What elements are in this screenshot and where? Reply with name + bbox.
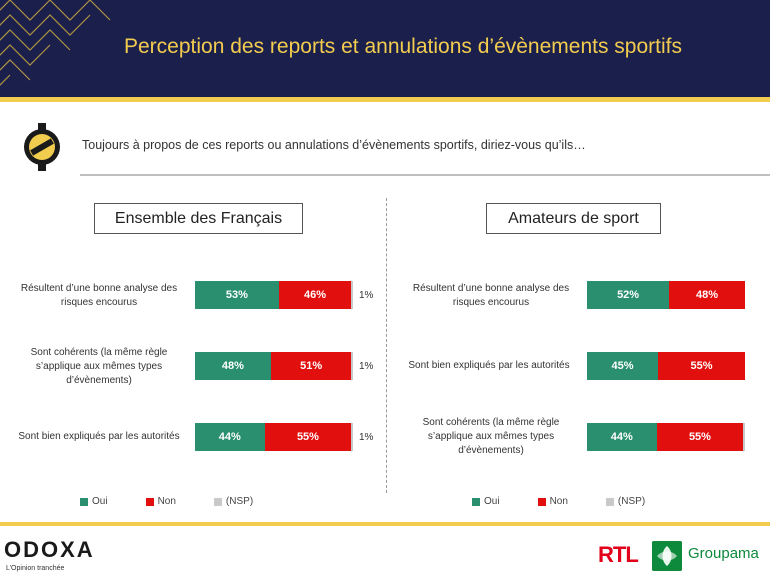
bar-segment-oui: 52% bbox=[587, 281, 670, 309]
header-accent-stripe bbox=[0, 97, 770, 102]
legend-swatch bbox=[537, 497, 546, 506]
legend-swatch bbox=[472, 497, 480, 506]
bar-segment-nsp bbox=[351, 281, 353, 309]
legend-label: (NSP) bbox=[617, 496, 646, 507]
panel-title-ensemble: Ensemble des Français bbox=[94, 203, 303, 234]
bar-segment-non: 51% bbox=[270, 352, 352, 380]
groupama-logo-icon bbox=[652, 541, 682, 571]
legend-item-non: Non bbox=[537, 496, 568, 507]
bar-segment-non: 55% bbox=[264, 423, 352, 451]
legend-label: Oui bbox=[484, 496, 500, 507]
legend-item-nsp: (NSP) bbox=[213, 496, 254, 507]
panel-divider bbox=[386, 198, 387, 493]
row-label: Sont cohérents (la même règle s’applique… bbox=[422, 417, 560, 456]
bar-segment-non: 48% bbox=[669, 281, 745, 309]
header-banner: Perception des reports et annulations d’… bbox=[0, 0, 770, 97]
legend-swatch bbox=[80, 497, 88, 506]
footer-accent-stripe bbox=[0, 522, 770, 526]
legend-swatch bbox=[145, 497, 154, 506]
row-label: Résultent d’une bonne analyse des risque… bbox=[412, 283, 570, 308]
bar-segment-oui: 48% bbox=[195, 352, 271, 380]
row-label: Sont bien expliqués par les autorités bbox=[18, 431, 180, 442]
legend-swatch bbox=[605, 497, 614, 506]
question-divider bbox=[80, 174, 770, 176]
bar-segment-nsp bbox=[743, 423, 745, 451]
bar-segment-oui: 44% bbox=[195, 423, 265, 451]
odoxa-tagline: L’Opinion tranchée bbox=[6, 565, 65, 572]
legend-amateurs: Oui Non (NSP) bbox=[472, 496, 683, 507]
legend-item-non: Non bbox=[145, 496, 176, 507]
bar-segment-nsp bbox=[351, 352, 353, 380]
legend-label: Non bbox=[157, 496, 176, 507]
stacked-bar: 44% 55% bbox=[195, 423, 353, 451]
question-text: Toujours à propos de ces reports ou annu… bbox=[82, 138, 586, 152]
silhouette-icon bbox=[24, 123, 60, 171]
odoxa-logo: ODOXA bbox=[4, 537, 95, 562]
nsp-label: 1% bbox=[359, 361, 374, 372]
bar-segment-non: 46% bbox=[278, 281, 352, 309]
row-label: Sont bien expliqués par les autorités bbox=[408, 360, 570, 371]
nsp-label: 1% bbox=[359, 432, 374, 443]
nsp-label: 1% bbox=[359, 290, 374, 301]
stacked-bar: 48% 51% bbox=[195, 352, 353, 380]
bar-segment-oui: 45% bbox=[587, 352, 659, 380]
legend-item-oui: Oui bbox=[472, 496, 500, 507]
stacked-bar: 44% 55% bbox=[587, 423, 745, 451]
legend-ensemble: Oui Non (NSP) bbox=[80, 496, 291, 507]
stacked-bar: 53% 46% bbox=[195, 281, 353, 309]
chevron-pattern-icon bbox=[0, 0, 111, 86]
row-label: Résultent d’une bonne analyse des risque… bbox=[20, 283, 178, 308]
legend-label: Oui bbox=[92, 496, 108, 507]
row-label: Sont cohérents (la même règle s’applique… bbox=[30, 347, 168, 386]
stacked-bar: 45% 55% bbox=[587, 352, 745, 380]
bar-segment-nsp bbox=[351, 423, 353, 451]
legend-label: Non bbox=[549, 496, 568, 507]
bar-segment-non: 55% bbox=[656, 423, 744, 451]
bar-segment-oui: 44% bbox=[587, 423, 657, 451]
page-title: Perception des reports et annulations d’… bbox=[124, 35, 682, 58]
stacked-bar: 52% 48% bbox=[587, 281, 745, 309]
bar-segment-oui: 53% bbox=[195, 281, 279, 309]
legend-item-oui: Oui bbox=[80, 496, 108, 507]
legend-label: (NSP) bbox=[225, 496, 254, 507]
bar-segment-non: 55% bbox=[658, 352, 745, 380]
rtl-logo: RTL bbox=[598, 542, 639, 567]
legend-item-nsp: (NSP) bbox=[605, 496, 646, 507]
panel-title-amateurs: Amateurs de sport bbox=[486, 203, 661, 234]
legend-swatch bbox=[213, 497, 222, 506]
groupama-name: Groupama bbox=[688, 545, 759, 562]
